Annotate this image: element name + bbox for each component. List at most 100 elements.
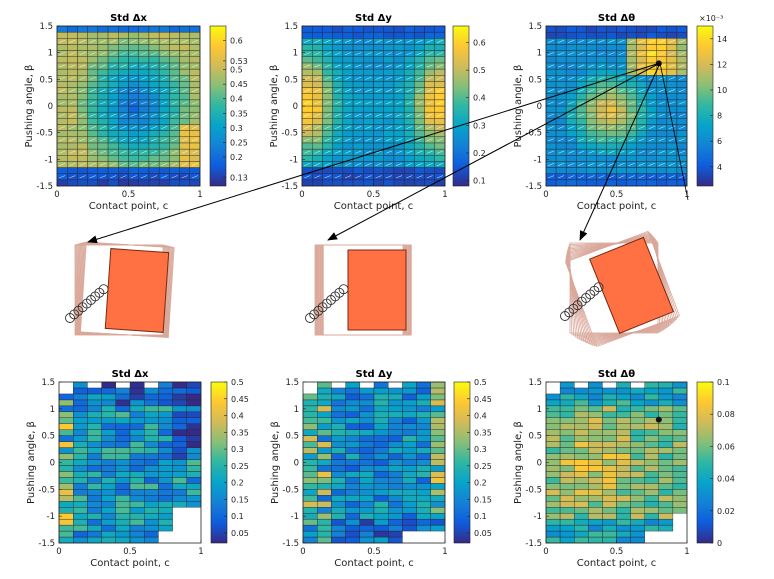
- heatmap-cell: [158, 459, 173, 466]
- heatmap-cell: [169, 130, 180, 137]
- y-tick-label: -1: [45, 155, 53, 165]
- quiver-streak: [638, 76, 645, 80]
- y-tick-label: 1.5: [285, 378, 299, 388]
- heatmap-cell: [636, 81, 647, 88]
- y-tick-label: 0: [50, 459, 55, 469]
- heatmap-cell: [586, 31, 597, 39]
- heatmap-cell: [97, 31, 109, 39]
- quiver-streak: [140, 113, 147, 117]
- heatmap-cell: [115, 405, 131, 413]
- heatmap-cell: [331, 471, 346, 478]
- quiver-streak: [375, 76, 382, 80]
- heatmap-cell: [658, 441, 674, 448]
- heatmap-cell: [402, 381, 417, 389]
- quiver-streak: [638, 138, 645, 142]
- quiver-streak: [598, 101, 605, 105]
- heatmap-cell: [402, 459, 417, 466]
- quiver-streak: [79, 138, 86, 142]
- heatmap-cell: [115, 393, 131, 401]
- x-tick-label: 1: [198, 547, 203, 557]
- quiver-streak: [171, 126, 178, 130]
- quiver-streak: [628, 101, 635, 105]
- heatmap-cell: [87, 501, 102, 508]
- heatmap-cell: [656, 44, 668, 51]
- heatmap-cell: [644, 405, 660, 413]
- heatmap-cell: [67, 105, 78, 113]
- quiver-streak: [628, 89, 635, 93]
- heatmap-cell: [169, 44, 180, 51]
- heatmap-cell: [430, 393, 446, 401]
- quiver-streak: [375, 101, 382, 105]
- heatmap-cell: [559, 501, 575, 508]
- quiver-streak: [608, 162, 615, 166]
- heatmap-cell: [359, 465, 375, 472]
- heatmap-cell: [574, 459, 589, 466]
- quiver-streak: [406, 52, 413, 56]
- heatmap-cell: [545, 399, 561, 407]
- heatmap-cell: [630, 483, 645, 490]
- quiver-streak: [334, 76, 341, 80]
- quiver-streak: [578, 101, 585, 105]
- heatmap-cell: [424, 167, 435, 174]
- heatmap-cell: [393, 56, 405, 64]
- quiver-streak: [426, 162, 433, 166]
- heatmap-cell: [574, 441, 589, 448]
- quiver-streak: [181, 52, 188, 56]
- heatmap-cell: [72, 459, 88, 466]
- heatmap-cell: [72, 477, 88, 484]
- quiver-streak: [324, 138, 331, 142]
- heatmap-cell: [129, 387, 145, 395]
- quiver-streak: [99, 76, 107, 80]
- heatmap-cell: [559, 417, 575, 424]
- quiver-streak: [110, 39, 117, 43]
- heatmap-cell: [179, 25, 190, 33]
- colorbar-exponent: ×10⁻³: [699, 14, 723, 23]
- heatmap-cell: [118, 155, 129, 162]
- heatmap-cell: [143, 501, 159, 508]
- heatmap-cell: [179, 130, 190, 137]
- heatmap-cell: [672, 453, 688, 460]
- quiver-streak: [120, 39, 127, 43]
- heatmap-cell: [302, 441, 318, 448]
- heatmap-cell: [630, 507, 645, 514]
- heatmap-cell: [101, 477, 116, 484]
- heatmap-cell: [352, 142, 364, 150]
- heatmap-cell: [72, 512, 88, 520]
- quiver-streak: [557, 52, 565, 56]
- heatmap-cell: [373, 417, 389, 424]
- heatmap-cell: [383, 105, 395, 113]
- quiver-streak: [344, 175, 352, 179]
- heatmap-cell: [58, 518, 74, 526]
- heatmap-cell: [148, 31, 160, 39]
- heatmap-cell: [373, 167, 384, 174]
- colorbar-tick-label: 0.4: [231, 412, 244, 421]
- heatmap-cell: [402, 489, 417, 496]
- heatmap-cell: [416, 477, 432, 484]
- heatmap-cell: [373, 471, 389, 478]
- quiver-streak: [578, 39, 585, 43]
- quiver-streak: [344, 138, 352, 142]
- heatmap-cell: [158, 441, 173, 448]
- heatmap-cell: [302, 399, 318, 407]
- heatmap-cell: [302, 429, 318, 436]
- heatmap-cell: [565, 44, 577, 51]
- heatmap-cell: [630, 501, 645, 508]
- heatmap-cell: [58, 495, 74, 502]
- heatmap-cell: [676, 142, 688, 150]
- heatmap-cell: [179, 81, 190, 88]
- heatmap-cell: [588, 524, 603, 532]
- quiver-streak: [79, 52, 86, 56]
- heatmap-cell: [138, 44, 150, 51]
- heatmap-cell: [416, 447, 432, 454]
- heatmap-cell: [666, 31, 678, 39]
- x-tick-label: 0.5: [367, 547, 381, 557]
- quiver-streak: [355, 101, 362, 105]
- quiver-streak: [110, 150, 117, 154]
- quiver-streak: [395, 76, 403, 80]
- quiver-streak: [668, 138, 676, 142]
- heatmap-cell: [67, 25, 78, 33]
- heatmap-cell: [115, 477, 131, 484]
- heatmap-cell: [388, 524, 403, 532]
- heatmap-cell: [332, 31, 344, 39]
- heatmap-cell: [107, 68, 119, 76]
